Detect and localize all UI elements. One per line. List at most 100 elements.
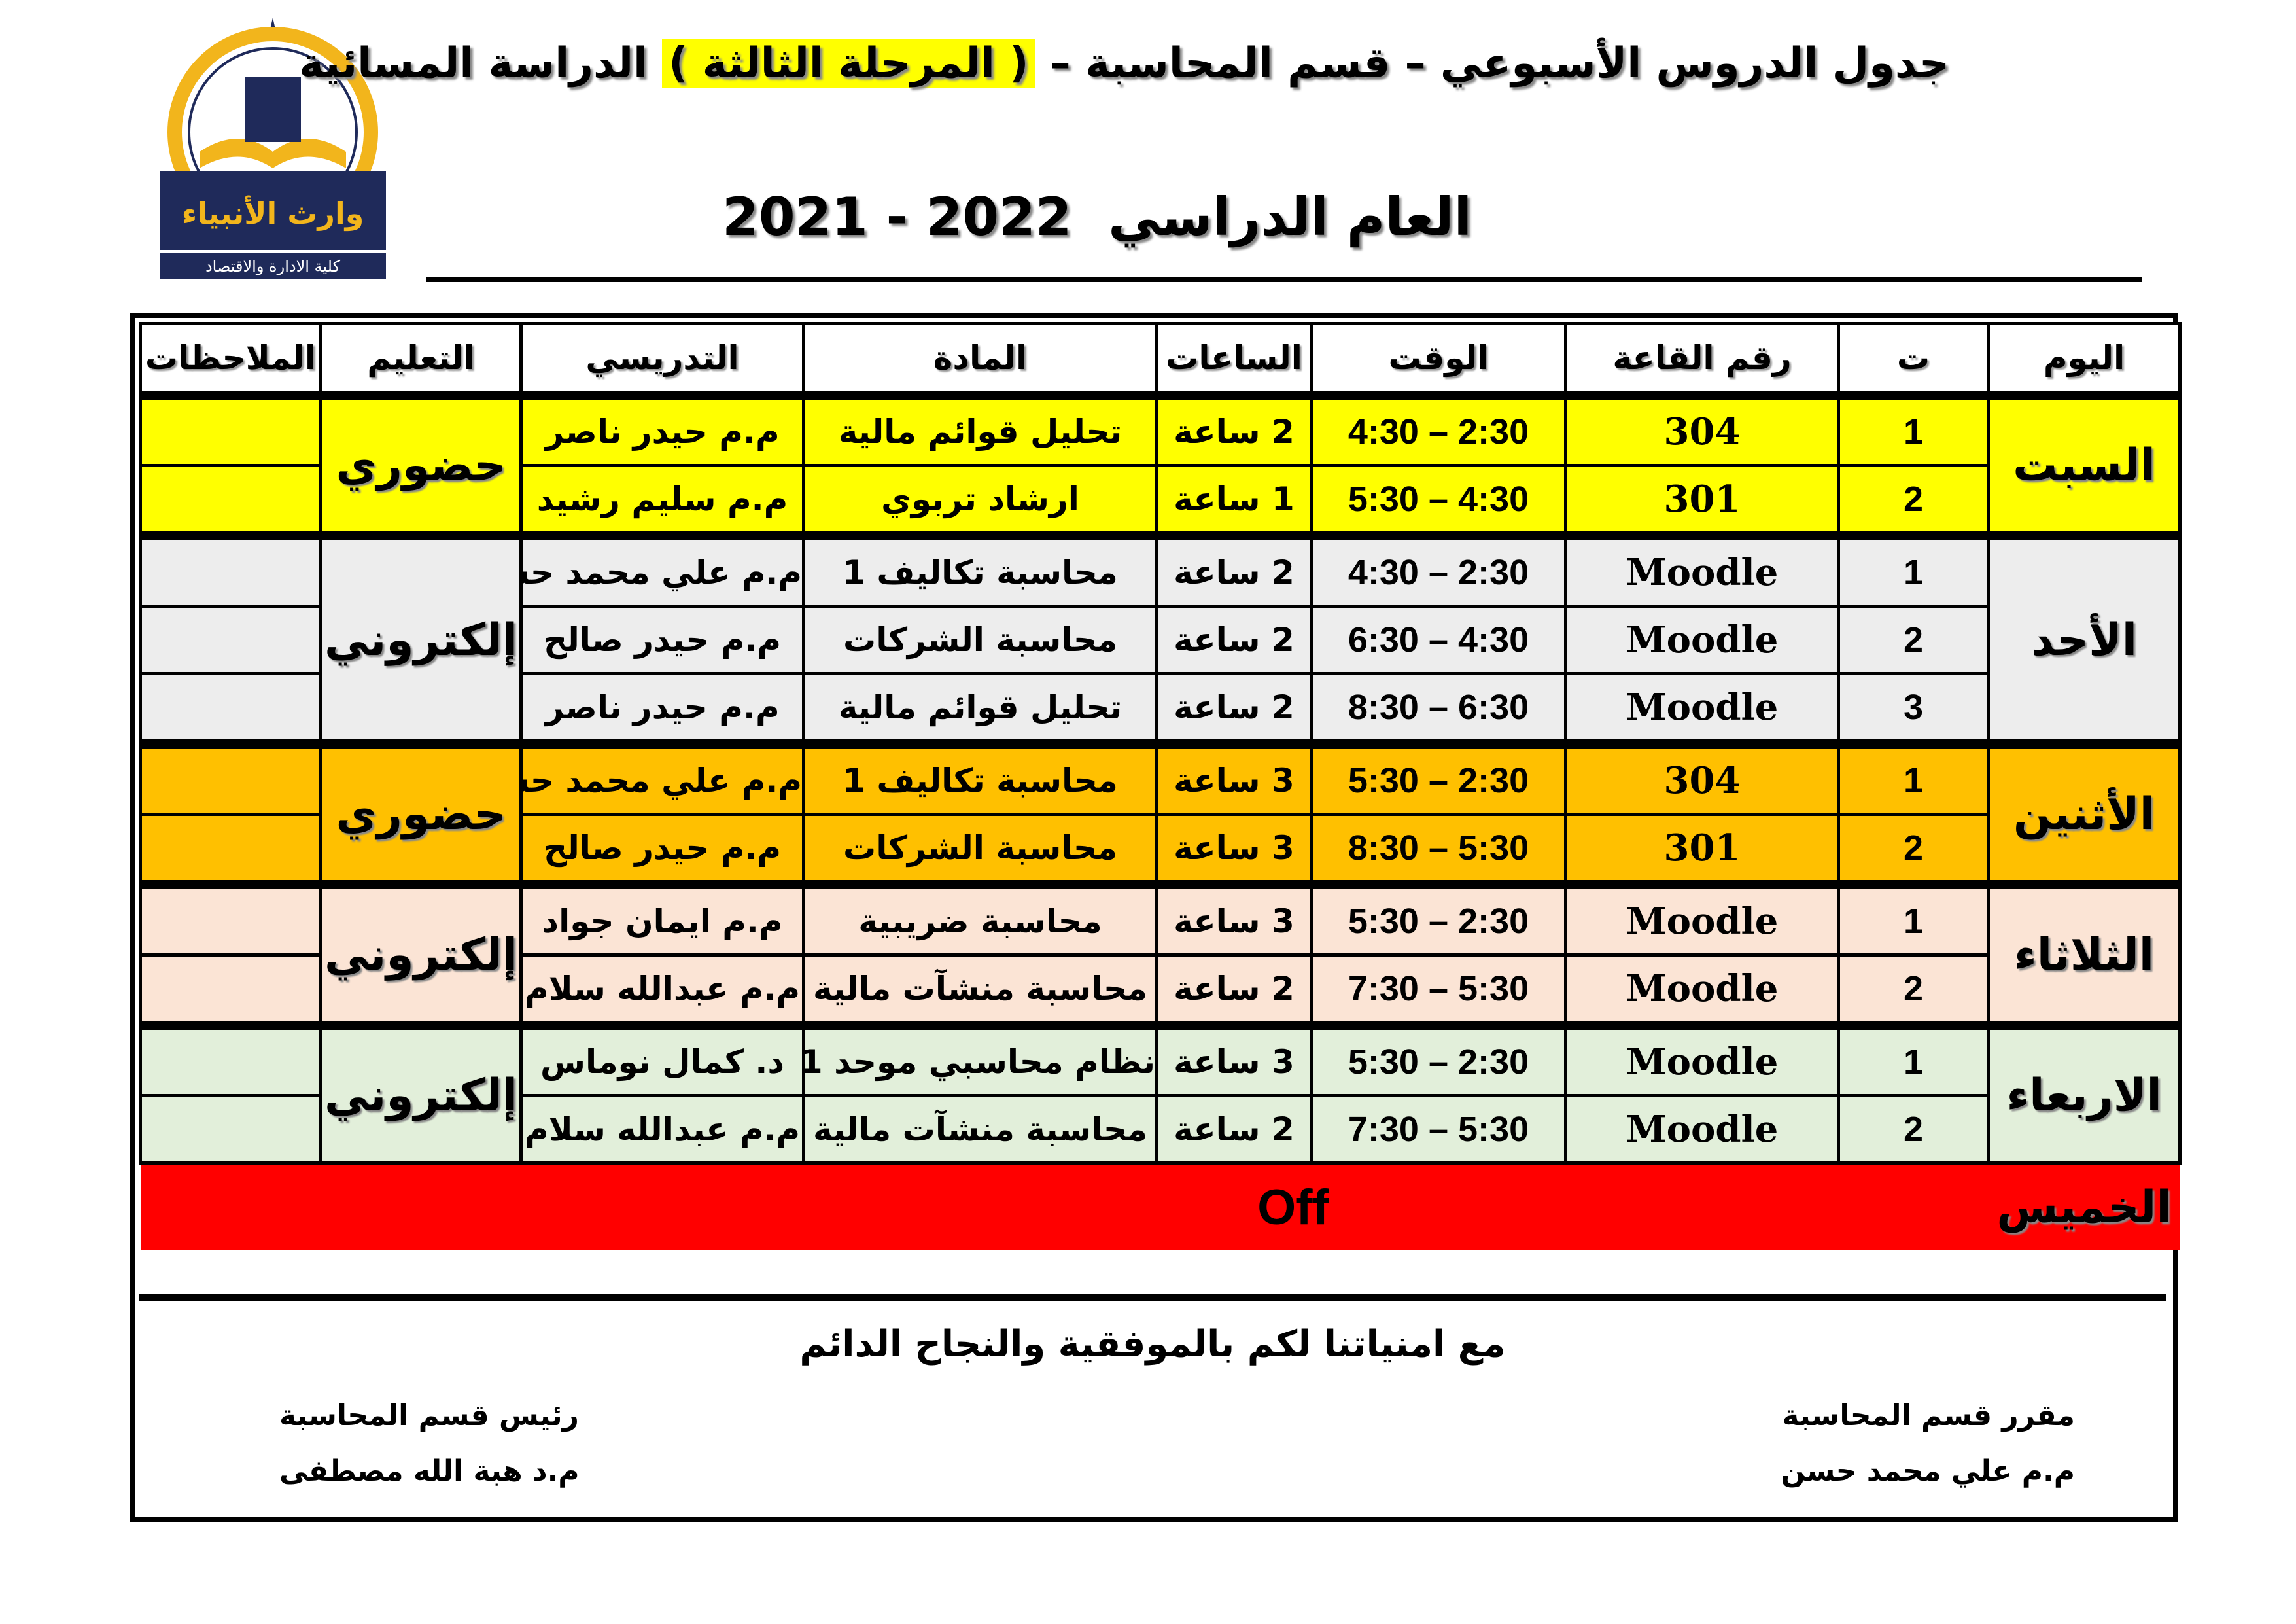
room-cell: Moodle (1564, 605, 1840, 675)
room-cell: 304 (1564, 739, 1840, 816)
teacher-cell: م.م حيدر ناصر (519, 672, 805, 746)
room-cell: 301 (1564, 813, 1840, 887)
time-cell: 4:30 – 5:30 (1310, 464, 1567, 538)
subject-cell: ارشاد تربوي (802, 464, 1158, 538)
teacher-cell: م.م سليم رشيد (519, 464, 805, 538)
column-header: الوقت (1310, 322, 1567, 397)
num-cell: 2 (1837, 813, 1990, 887)
day-cell: الأحد (1987, 531, 2182, 746)
time-cell: 2:30 – 5:30 (1310, 739, 1567, 816)
notes-cell (139, 880, 322, 957)
subject-cell: محاسبة ضريبية (802, 880, 1158, 957)
column-header: رقم القاعة (1564, 322, 1840, 397)
teacher-cell: م.م حيدر صالح (519, 813, 805, 887)
notes-cell (139, 813, 322, 887)
room-cell: Moodle (1564, 531, 1840, 608)
day-cell: الخميس (1988, 1163, 2180, 1250)
off-label: Off (140, 1163, 1989, 1250)
mode-cell: إلكتروني (319, 880, 523, 1027)
year-value: 2021 - 2022 (722, 186, 1072, 247)
teacher-cell: د. كمال نوماس (519, 1021, 805, 1097)
column-header: الملاحظات (139, 322, 322, 397)
notes-cell (139, 464, 322, 538)
num-cell: 2 (1837, 953, 1990, 1027)
notes-cell (139, 391, 322, 467)
day-group: الثلاثاء 1 Moodle 2:30 – 5:30 3 ساعة محاسبة ض… (139, 880, 2182, 1027)
title-text: جدول الدروس الأسبوعي – قسم المحاسبة – (1035, 39, 1949, 88)
time-cell: 6:30 – 8:30 (1310, 672, 1567, 746)
university-seal-icon: وارث الأنبياء كلية الادارة والاقتصاد (160, 18, 386, 279)
table-row: السبت 1 304 2:30 – 4:30 2 ساعة تحليل قوائم ما… (139, 391, 2182, 538)
subject-cell: تحليل قوائم مالية (802, 391, 1158, 467)
title-evening: الدراسة المسائية (299, 39, 663, 88)
hours-cell: 2 ساعة (1155, 531, 1313, 608)
mode-cell: حضوري (319, 391, 523, 538)
num-cell: 1 (1837, 880, 1990, 957)
time-cell: 5:30 – 7:30 (1310, 1094, 1567, 1165)
notes-cell (139, 672, 322, 746)
subject-cell: محاسبة منشآت مالية (802, 1094, 1158, 1165)
subject-cell: محاسبة تكاليف 1 (802, 531, 1158, 608)
teacher-cell: م.م ايمان جواد (519, 880, 805, 957)
table-row: الاربعاء 1 Moodle 2:30 – 5:30 3 ساعة نظام محا… (139, 1021, 2182, 1165)
notes-cell (139, 739, 322, 816)
day-group: الأحد 1 Moodle 2:30 – 4:30 2 ساعة محاسبة تكال… (139, 531, 2182, 746)
hours-cell: 3 ساعة (1155, 1021, 1313, 1097)
mode-cell: إلكتروني (319, 531, 523, 746)
notes-cell (139, 605, 322, 675)
column-header: الساعات (1155, 322, 1313, 397)
time-cell: 5:30 – 8:30 (1310, 813, 1567, 887)
teacher-cell: م.م علي محمد حسن (519, 531, 805, 608)
num-cell: 3 (1837, 672, 1990, 746)
num-cell: 1 (1837, 391, 1990, 467)
hours-cell: 1 ساعة (1155, 464, 1313, 538)
hours-cell: 3 ساعة (1155, 880, 1313, 957)
time-cell: 2:30 – 5:30 (1310, 880, 1567, 957)
column-header: اليوم (1987, 322, 2182, 397)
room-cell: Moodle (1564, 1021, 1840, 1097)
room-cell: 301 (1564, 464, 1840, 538)
num-cell: 2 (1837, 464, 1990, 538)
subject-cell: محاسبة تكاليف 1 (802, 739, 1158, 816)
num-cell: 1 (1837, 531, 1990, 608)
day-cell: الاربعاء (1987, 1021, 2182, 1165)
teacher-cell: م.م عبدالله سلام (519, 1094, 805, 1165)
day-cell: الأثنين (1987, 739, 2182, 887)
room-cell: Moodle (1564, 1094, 1840, 1165)
num-cell: 1 (1837, 739, 1990, 816)
hours-cell: 2 ساعة (1155, 953, 1313, 1027)
hours-cell: 2 ساعة (1155, 391, 1313, 467)
teacher-cell: م.م حيدر ناصر (519, 391, 805, 467)
subject-cell: محاسبة الشركات (802, 813, 1158, 887)
teacher-cell: م.م عبدالله سلام (519, 953, 805, 1027)
footer: مع امنياتنا لكم بالموفقية والنجاح الدائم… (139, 1294, 2166, 1517)
table-header: اليوم ت رقم القاعة الوقت الساعات المادة التدري… (139, 322, 2182, 397)
day-group: الاربعاء 1 Moodle 2:30 – 5:30 3 ساعة نظام محا… (139, 1021, 2182, 1165)
rapporteur-name: م.م علي محمد حسن (1781, 1455, 2075, 1488)
schedule-frame: اليوم ت رقم القاعة الوقت الساعات المادة التدري… (130, 313, 2182, 1522)
time-cell: 5:30 – 7:30 (1310, 953, 1567, 1027)
rapporteur-title: مقرر قسم المحاسبة (1782, 1399, 2075, 1432)
num-cell: 1 (1837, 1021, 1990, 1097)
schedule-table: اليوم ت رقم القاعة الوقت الساعات المادة التدري… (139, 322, 2182, 1250)
page-title: جدول الدروس الأسبوعي – قسم المحاسبة – ( … (299, 39, 1949, 88)
wish-text: مع امنياتنا لكم بالموفقية والنجاح الدائم (799, 1323, 1506, 1366)
table-row: الأثنين 1 304 2:30 – 5:30 3 ساعة محاسبة تكالي… (139, 739, 2182, 887)
table-row: 2 301 4:30 – 5:30 1 ساعة ارشاد تربوي م.م سليم… (139, 464, 2180, 538)
day-group: الأثنين 1 304 2:30 – 5:30 3 ساعة محاسبة تكالي… (139, 739, 2182, 887)
hours-cell: 3 ساعة (1155, 813, 1313, 887)
day-cell: السبت (1987, 391, 2182, 538)
hours-cell: 2 ساعة (1155, 672, 1313, 746)
room-cell: Moodle (1564, 880, 1840, 957)
notes-cell (139, 531, 322, 608)
column-header: التعليم (319, 322, 523, 397)
head-title: رئيس قسم المحاسبة (279, 1399, 579, 1432)
hours-cell: 3 ساعة (1155, 739, 1313, 816)
table-row: الأحد 1 Moodle 2:30 – 4:30 2 ساعة محاسبة تكال… (139, 531, 2182, 746)
room-cell: Moodle (1564, 953, 1840, 1027)
teacher-cell: م.م علي محمد حسن (519, 739, 805, 816)
university-logo: وارث الأنبياء كلية الادارة والاقتصاد (147, 14, 399, 283)
column-header: التدريسي (519, 322, 805, 397)
time-cell: 2:30 – 5:30 (1310, 1021, 1567, 1097)
mode-cell: حضوري (319, 739, 523, 887)
